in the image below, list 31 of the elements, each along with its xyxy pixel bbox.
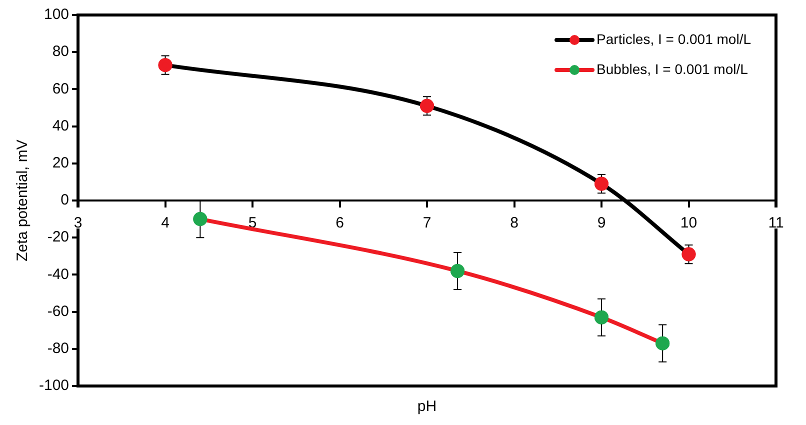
y-tick-label: 80 bbox=[52, 43, 70, 60]
x-tick-label: 3 bbox=[74, 214, 82, 232]
x-tick-label: 6 bbox=[336, 214, 344, 232]
x-axis-title: pH bbox=[417, 398, 437, 416]
x-tick-label: 10 bbox=[680, 214, 698, 232]
legend-label: Bubbles, I = 0.001 mol/L bbox=[596, 60, 748, 77]
y-tick-label: 0 bbox=[60, 192, 70, 209]
y-tick-label: 60 bbox=[52, 80, 70, 98]
point bbox=[594, 310, 609, 324]
y-tick-label: -20 bbox=[47, 228, 70, 246]
point bbox=[193, 212, 208, 226]
point bbox=[682, 247, 696, 262]
x-tick-label: 4 bbox=[161, 214, 170, 232]
y-tick-label: 20 bbox=[52, 154, 70, 172]
x-tick-label: 9 bbox=[597, 214, 606, 232]
legend-label: Particles, I = 0.001 mol/L bbox=[596, 30, 752, 47]
y-axis-title: Zeta potential, mV bbox=[14, 140, 32, 262]
y-tick-label: -100 bbox=[38, 377, 70, 394]
point bbox=[656, 336, 670, 350]
x-tick-label: 11 bbox=[768, 214, 784, 232]
y-tick-label: 40 bbox=[52, 117, 70, 134]
x-tick-label: 7 bbox=[422, 214, 432, 232]
point bbox=[420, 98, 434, 113]
y-tick-label: -80 bbox=[47, 340, 70, 358]
y-tick-label: -60 bbox=[47, 302, 70, 320]
point bbox=[158, 58, 172, 72]
point bbox=[450, 264, 465, 278]
x-tick-label: 8 bbox=[510, 214, 518, 232]
y-tick-label: 100 bbox=[44, 6, 70, 24]
point bbox=[594, 176, 609, 191]
y-tick-label: -40 bbox=[47, 266, 70, 283]
